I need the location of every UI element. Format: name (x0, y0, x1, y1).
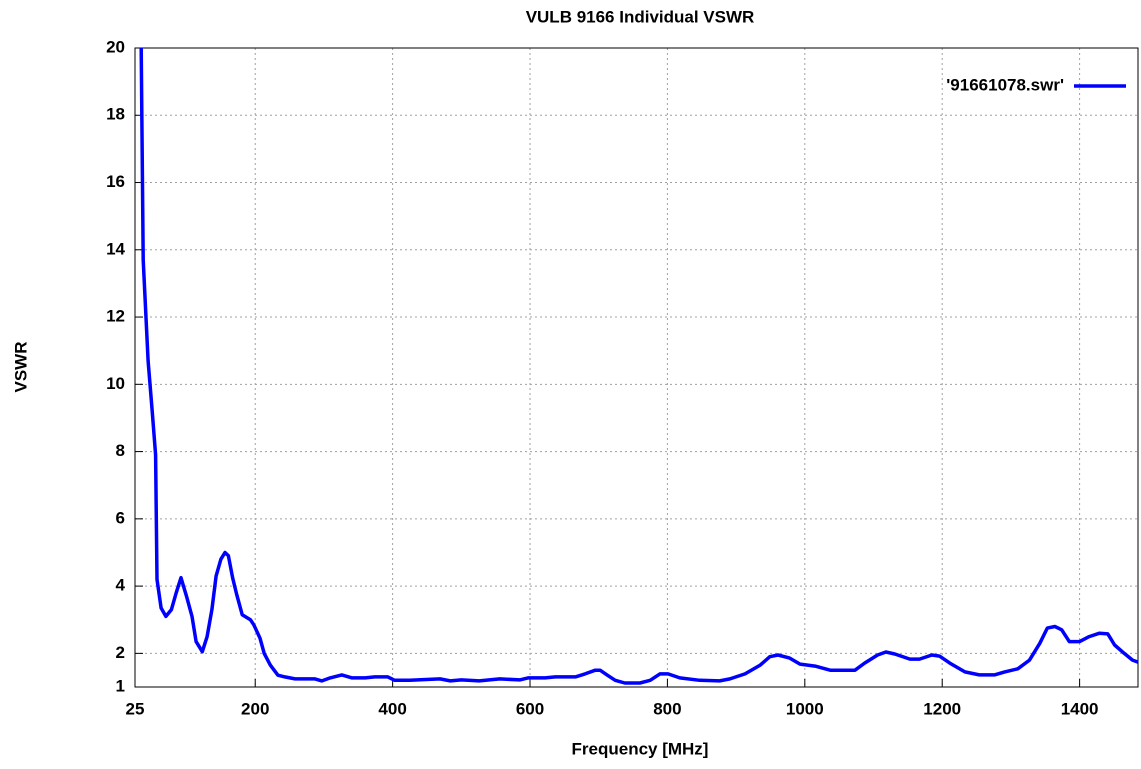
y-tick-label: 1 (116, 676, 125, 695)
y-tick-label: 14 (106, 239, 125, 258)
plot-border (134, 47, 1139, 688)
y-tick-label: 12 (106, 307, 125, 326)
y-tick-label: 18 (106, 105, 125, 124)
x-tick-label: 200 (241, 699, 269, 718)
x-tick-label: 1000 (786, 699, 824, 718)
data-line (139, 47, 1139, 685)
x-tick-label: 1400 (1061, 699, 1099, 718)
x-tick-label: 800 (653, 699, 681, 718)
x-tick-label: 1200 (923, 699, 961, 718)
x-tick-label: 400 (378, 699, 406, 718)
x-tick-label: 25 (126, 699, 145, 718)
x-axis-label: Frequency [MHz] (572, 739, 709, 758)
y-tick-label: 4 (116, 576, 126, 595)
x-tick-label: 600 (516, 699, 544, 718)
chart-title: VULB 9166 Individual VSWR (526, 7, 755, 26)
y-tick-label: 8 (116, 441, 125, 460)
legend-label: '91661078.swr' (946, 75, 1064, 94)
y-tick-label: 20 (106, 37, 125, 56)
y-tick-label: 10 (106, 374, 125, 393)
y-tick-label: 2 (116, 643, 125, 662)
y-axis-label: VSWR (11, 342, 30, 393)
y-tick-label: 6 (116, 508, 125, 527)
y-tick-label: 16 (106, 172, 125, 191)
